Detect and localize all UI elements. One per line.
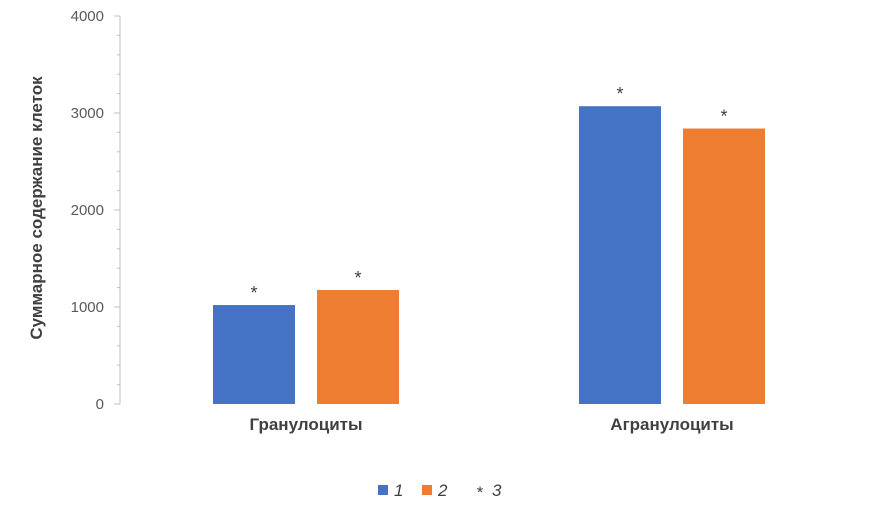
legend-symbol-3: * (476, 483, 484, 502)
y-tick-label: 1000 (71, 299, 104, 316)
bar-2-1 (317, 290, 399, 404)
category-labels: Гранулоциты Агранулоциты (249, 415, 733, 434)
legend-label-3: 3 (492, 481, 502, 500)
bar-1-1 (213, 305, 295, 404)
category-label: Агранулоциты (610, 415, 733, 434)
y-axis-title: Суммарное содержание клеток (27, 76, 46, 340)
significance-mark: * (720, 107, 727, 127)
legend-label-1: 1 (394, 481, 403, 500)
significance-mark: * (616, 84, 623, 104)
legend-swatch-1 (378, 485, 388, 495)
legend-label-2: 2 (437, 481, 448, 500)
significance-mark: * (354, 268, 361, 288)
category-label: Гранулоциты (249, 415, 362, 434)
bar-2-2 (683, 128, 765, 404)
y-tick-label: 0 (96, 396, 104, 413)
y-tick-label: 3000 (71, 105, 104, 122)
significance-mark: * (250, 283, 257, 303)
y-tick-label: 4000 (71, 8, 104, 25)
legend-swatch-2 (422, 485, 432, 495)
legend: 1 2 * 3 (378, 481, 502, 502)
bars: * * * * (213, 84, 765, 405)
y-axis: 0 1000 2000 3000 4000 (71, 8, 121, 413)
y-tick-label: 2000 (71, 202, 104, 219)
bar-1-2 (579, 106, 661, 405)
